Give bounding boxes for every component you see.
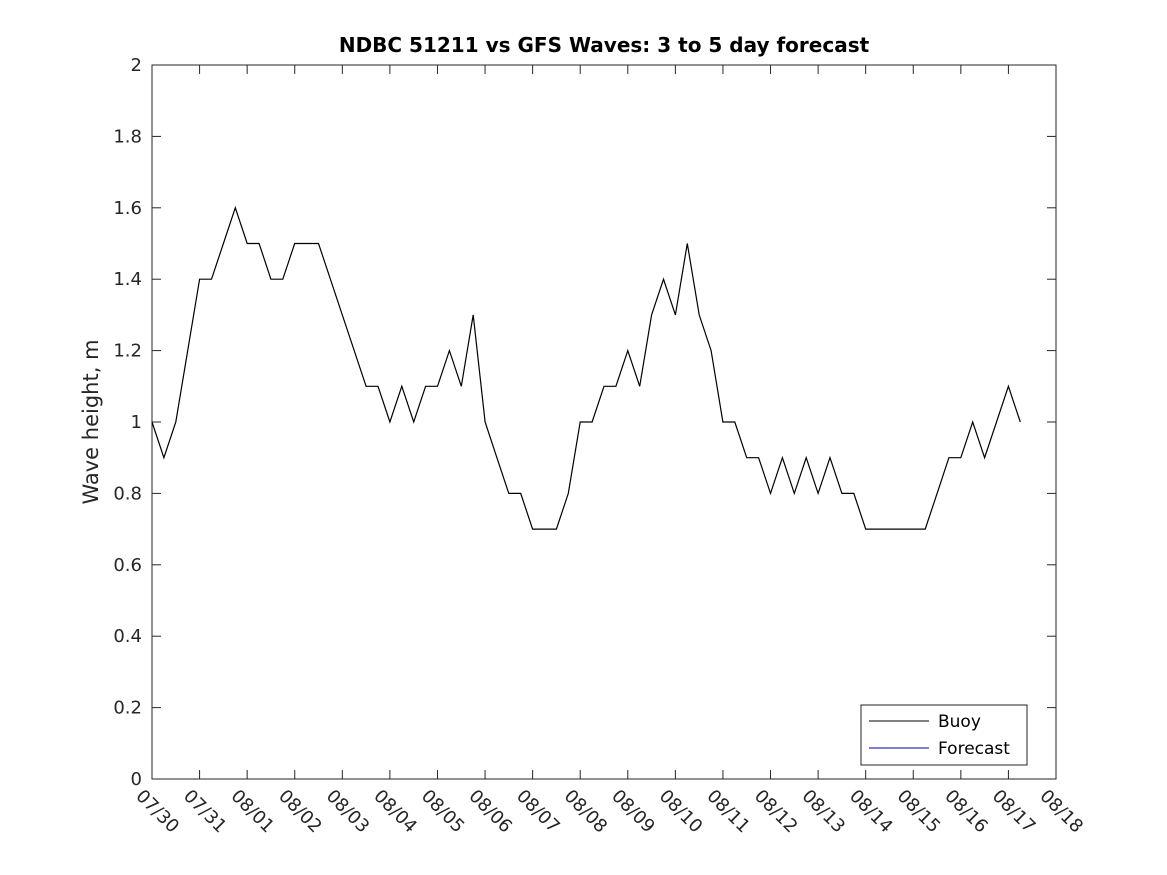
y-tick-label: 1.4 — [113, 269, 142, 290]
series-line-buoy — [151, 205, 1021, 530]
legend-box — [860, 704, 1028, 766]
chart-title: NDBC 51211 vs GFS Waves: 3 to 5 day fore… — [339, 33, 870, 57]
y-tick-label: 1.2 — [113, 341, 142, 362]
y-tick-label: 0 — [131, 769, 142, 790]
y-tick-label: 2 — [131, 55, 142, 76]
legend-label-buoy: Buoy — [938, 712, 981, 732]
y-tick-label: 1 — [131, 412, 142, 433]
plot-area — [151, 64, 1057, 780]
series-layer — [151, 205, 1021, 530]
legend-label-forecast: Forecast — [938, 739, 1010, 759]
y-tick-label: 1.6 — [113, 198, 142, 219]
y-tick-label: 0.6 — [113, 555, 142, 576]
legend: Buoy Forecast — [860, 704, 1028, 766]
y-tick-label: 1.8 — [113, 126, 142, 147]
y-tick-label: 0.4 — [113, 626, 142, 647]
y-tick-label: 0.8 — [113, 483, 142, 504]
y-tick-label: 0.2 — [113, 698, 142, 719]
axis-ticks — [151, 64, 1057, 780]
y-axis-label: Wave height, m — [79, 339, 103, 504]
